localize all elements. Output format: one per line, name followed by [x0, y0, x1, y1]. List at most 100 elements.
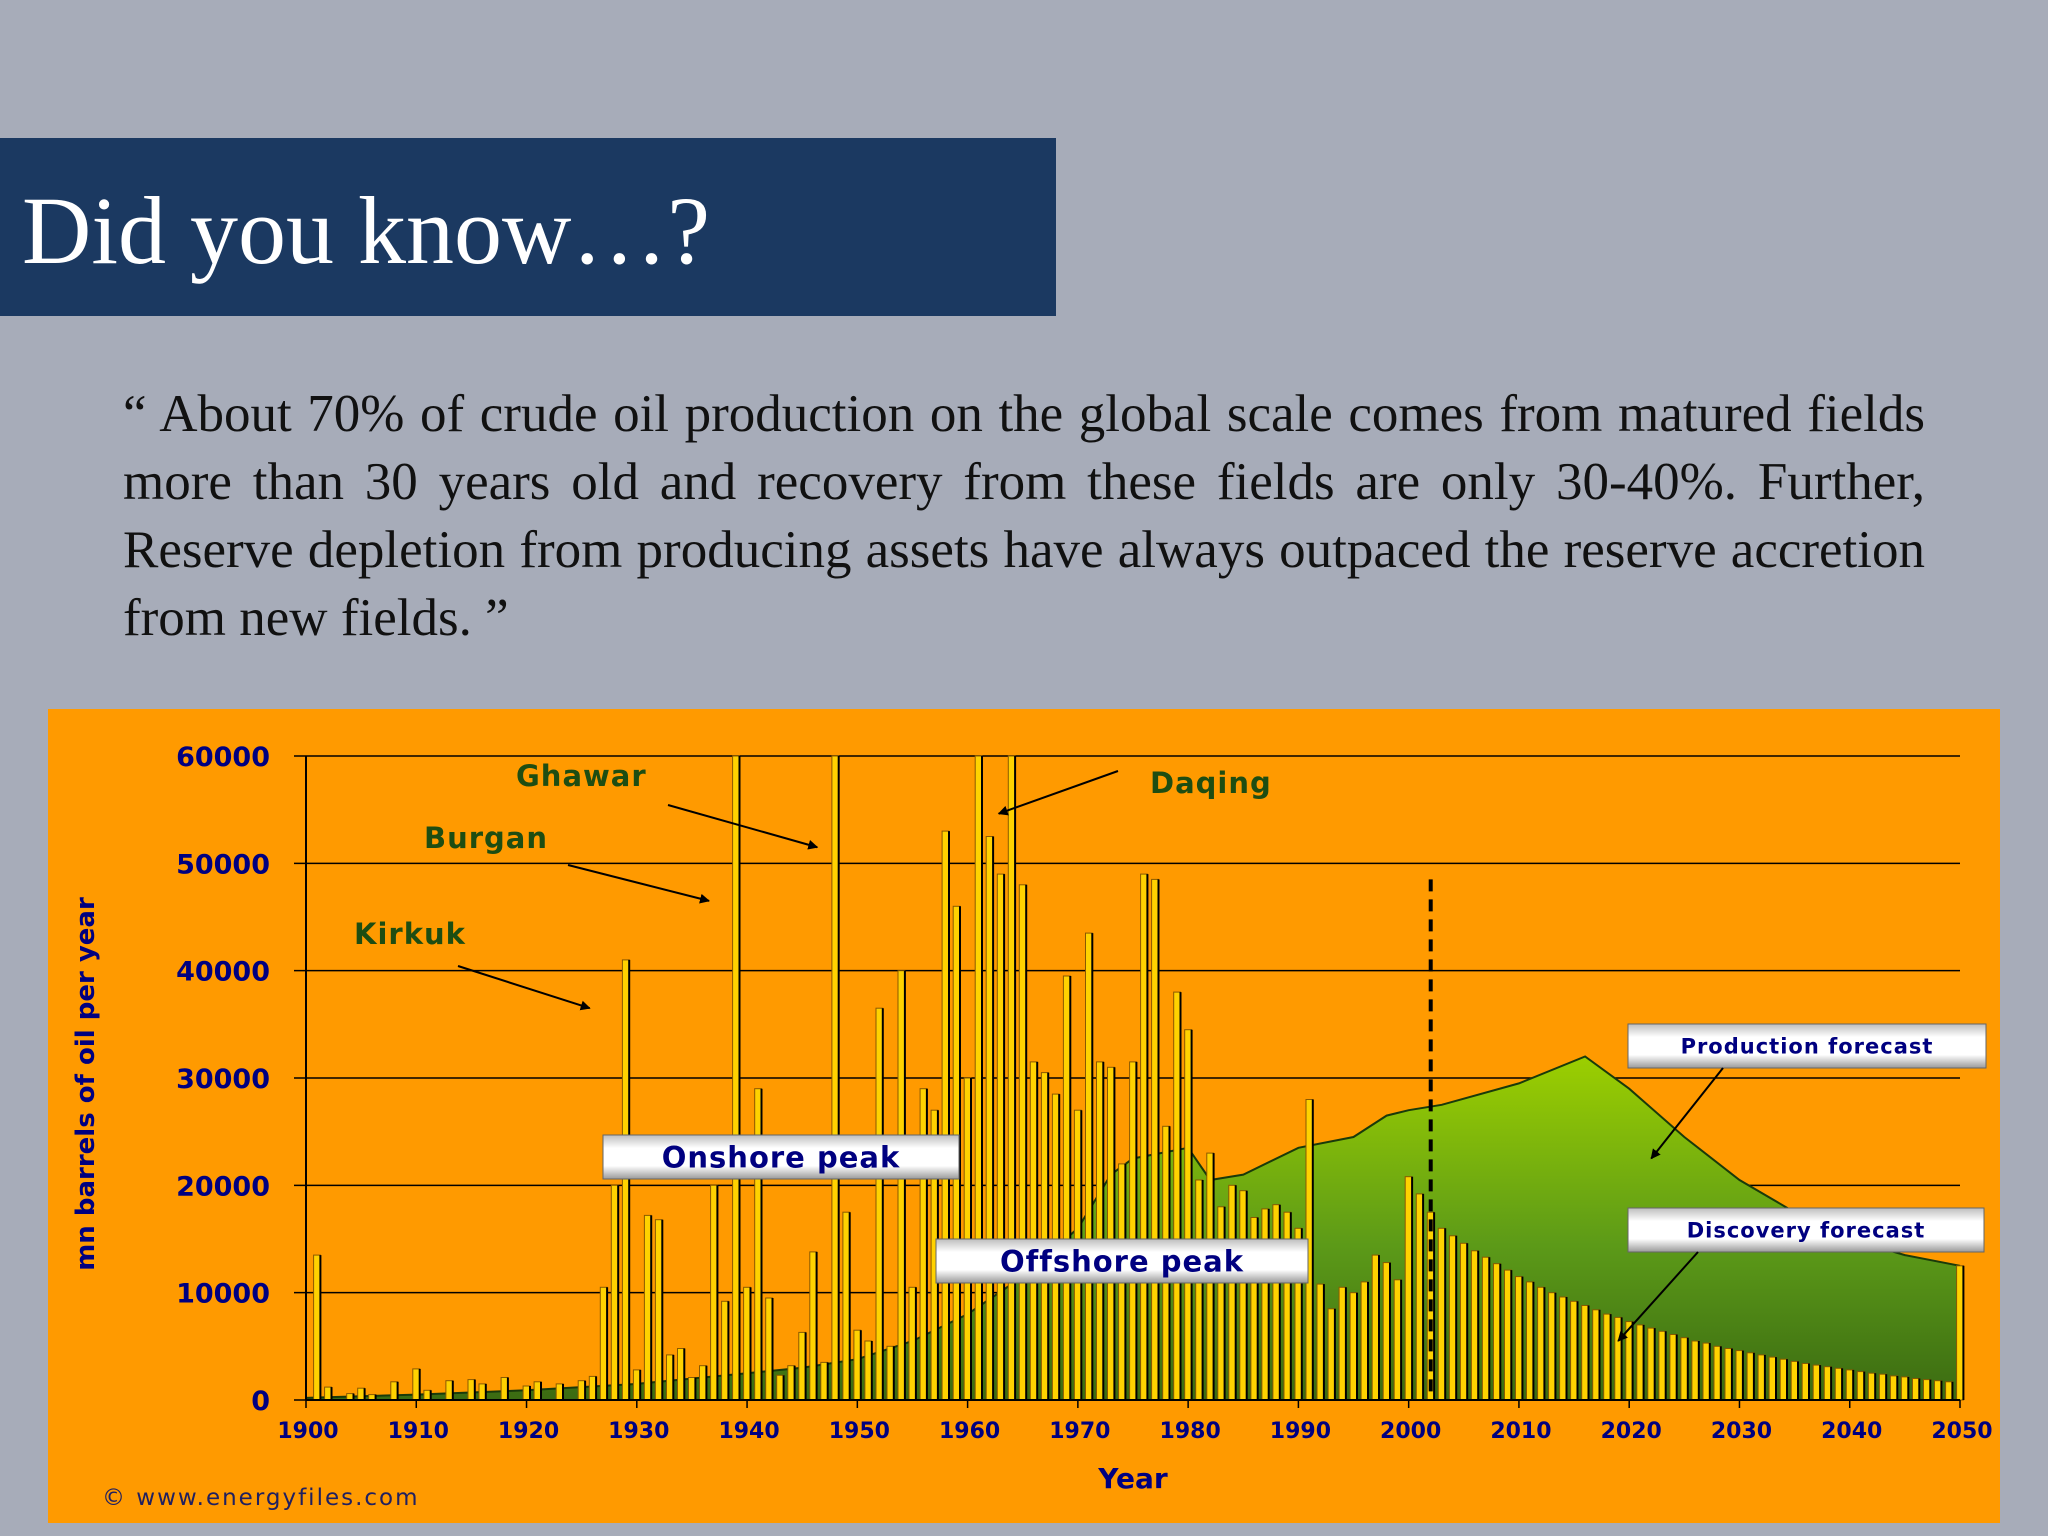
discovery-bar: [886, 1345, 895, 1401]
discovery-bar: [1129, 1061, 1137, 1401]
discovery-bar: [776, 1374, 785, 1401]
x-axis-label: Year: [1097, 1462, 1168, 1495]
discovery-bar: [1526, 1281, 1534, 1401]
slide-title: Did you know…?: [22, 177, 710, 284]
y-axis-label: mn barrels of oil per year: [71, 897, 101, 1271]
discovery-bar: [1592, 1309, 1600, 1401]
discovery-bar: [732, 755, 740, 1401]
x-tick-label: 2050: [1931, 1419, 1992, 1444]
discovery-bar: [710, 1184, 718, 1401]
discovery-bar: [643, 1214, 652, 1401]
discovery-bar: [1173, 991, 1181, 1401]
discovery-bar: [1945, 1381, 1953, 1401]
x-tick-label: 2010: [1490, 1419, 1551, 1444]
discovery-bar: [1801, 1363, 1810, 1401]
label-discovery-forecast: Discovery forecast: [1687, 1219, 1926, 1243]
label-daqing-arrow: [997, 770, 1119, 816]
discovery-bar: [1812, 1364, 1821, 1401]
discovery-bar: [1889, 1375, 1898, 1401]
discovery-bar: [1912, 1378, 1920, 1401]
label-production-forecast-box: [1627, 1023, 1987, 1069]
discovery-bar: [1349, 1292, 1358, 1401]
discovery-bar: [1018, 884, 1027, 1401]
discovery-bar: [721, 1300, 729, 1401]
discovery-bar: [1371, 1254, 1380, 1401]
discovery-bar: [1548, 1292, 1556, 1401]
discovery-bar: [1415, 1193, 1424, 1401]
discovery-bar: [1404, 1176, 1413, 1401]
discovery-bar: [1062, 975, 1071, 1401]
discovery-bar: [1669, 1334, 1678, 1401]
discovery-bar: [787, 1365, 796, 1401]
discovery-bar: [313, 1254, 321, 1401]
label-production-forecast-arrow: [1650, 1067, 1724, 1160]
discovery-bar: [1867, 1372, 1876, 1401]
discovery-bar: [555, 1383, 564, 1401]
discovery-bar: [897, 970, 906, 1401]
x-tick-label: 1950: [829, 1419, 890, 1444]
discovery-bar: [831, 755, 840, 1401]
label-burgan: Burgan: [424, 821, 548, 855]
discovery-bar: [1735, 1350, 1744, 1401]
discovery-bar: [1393, 1279, 1402, 1401]
discovery-bar: [864, 1340, 873, 1401]
label-ghawar: Ghawar: [516, 759, 647, 793]
y-tick-label: 40000: [176, 957, 270, 988]
chart: 0 10000 20000 30000 40000 50000 60000 1900 1910 1…: [71, 742, 1993, 1511]
label-discovery-forecast-box: [1627, 1207, 1985, 1253]
x-tick-label: 1970: [1049, 1419, 1110, 1444]
label-burgan-arrow: [567, 864, 710, 904]
discovery-bar: [1029, 1061, 1038, 1401]
discovery-bar: [1140, 873, 1148, 1401]
label-onshore-peak-box: [602, 1134, 960, 1180]
discovery-bar: [1823, 1366, 1832, 1401]
discovery-bar: [1559, 1296, 1567, 1401]
discovery-bar: [1779, 1358, 1788, 1401]
discovery-bar: [974, 755, 983, 1401]
discovery-bar: [1834, 1367, 1843, 1401]
y-tick-label: 30000: [176, 1064, 270, 1095]
discovery-bar: [1360, 1281, 1369, 1401]
x-tick-label: 2040: [1821, 1419, 1882, 1444]
discovery-bar: [985, 836, 994, 1401]
discovery-bar: [1085, 932, 1093, 1401]
discovery-bar: [1007, 755, 1016, 1401]
discovery-bar: [1900, 1376, 1909, 1401]
y-tick-label: 10000: [176, 1279, 270, 1310]
discovery-bar: [1504, 1269, 1512, 1401]
discovery-bar: [1757, 1354, 1766, 1401]
discovery-bar: [1327, 1308, 1336, 1401]
discovery-bar: [1845, 1369, 1854, 1401]
quote-text: “ About 70% of crude oil production on t…: [123, 385, 1925, 647]
discovery-bar: [1195, 1179, 1203, 1401]
x-tick-label: 2000: [1380, 1419, 1441, 1444]
y-tick-label: 60000: [176, 742, 270, 773]
y-tick-label: 50000: [176, 849, 270, 880]
discovery-bar: [1680, 1337, 1689, 1401]
discovery-bar: [445, 1380, 454, 1401]
discovery-bar: [1768, 1356, 1777, 1401]
discovery-bar: [1338, 1286, 1347, 1401]
label-production-forecast: Production forecast: [1681, 1035, 1934, 1059]
discovery-bar: [688, 1377, 696, 1401]
discovery-bar: [820, 1361, 829, 1401]
discovery-bar: [1658, 1330, 1667, 1401]
discovery-bar: [1493, 1263, 1501, 1401]
y-tick-label: 20000: [176, 1171, 270, 1202]
discovery-bar: [743, 1286, 751, 1401]
x-tick-label: 1930: [608, 1419, 669, 1444]
discovery-bar: [588, 1375, 597, 1401]
discovery-bar: [1878, 1373, 1887, 1401]
discovery-bar: [1856, 1371, 1865, 1401]
discovery-bar: [467, 1379, 476, 1401]
discovery-bar: [423, 1389, 432, 1401]
discovery-bar: [666, 1354, 674, 1401]
discovery-bar: [908, 1286, 917, 1401]
discovery-bar: [1040, 1072, 1049, 1401]
y-tick-label: 0: [251, 1386, 270, 1417]
discovery-bar: [324, 1386, 332, 1401]
label-discovery-forecast-arrow: [1617, 1251, 1699, 1342]
x-tick-label: 1940: [718, 1419, 779, 1444]
discovery-bar: [1151, 878, 1159, 1401]
label-offshore-peak: Offshore peak: [1000, 1244, 1244, 1278]
